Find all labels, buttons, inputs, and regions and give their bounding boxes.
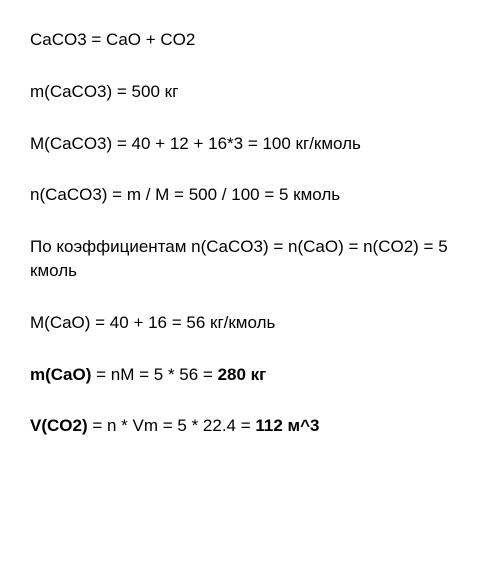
- mass-cao-calc: = nM = 5 * 56 =: [91, 365, 217, 384]
- moles-caco3-line: n(CaCO3) = m / M = 500 / 100 = 5 кмоль: [30, 183, 470, 207]
- equation-line: CaCO3 = CaO + CO2: [30, 28, 470, 52]
- volume-co2-calc: = n * Vm = 5 * 22.4 =: [88, 416, 256, 435]
- coefficients-line: По коэффициентам n(CaCO3) = n(CaO) = n(C…: [30, 235, 470, 283]
- molar-mass-caco3-line: M(CaCO3) = 40 + 12 + 16*3 = 100 кг/кмоль: [30, 132, 470, 156]
- volume-co2-label: V(CO2): [30, 416, 88, 435]
- volume-co2-result-line: V(CO2) = n * Vm = 5 * 22.4 = 112 м^3: [30, 414, 470, 438]
- molar-mass-cao-line: M(CaO) = 40 + 16 = 56 кг/кмоль: [30, 311, 470, 335]
- mass-cao-label: m(CaO): [30, 365, 91, 384]
- mass-cao-result-line: m(CaO) = nM = 5 * 56 = 280 кг: [30, 363, 470, 387]
- volume-co2-value: 112 м^3: [255, 416, 319, 435]
- mass-cao-value: 280 кг: [218, 365, 267, 384]
- mass-given-line: m(CaCO3) = 500 кг: [30, 80, 470, 104]
